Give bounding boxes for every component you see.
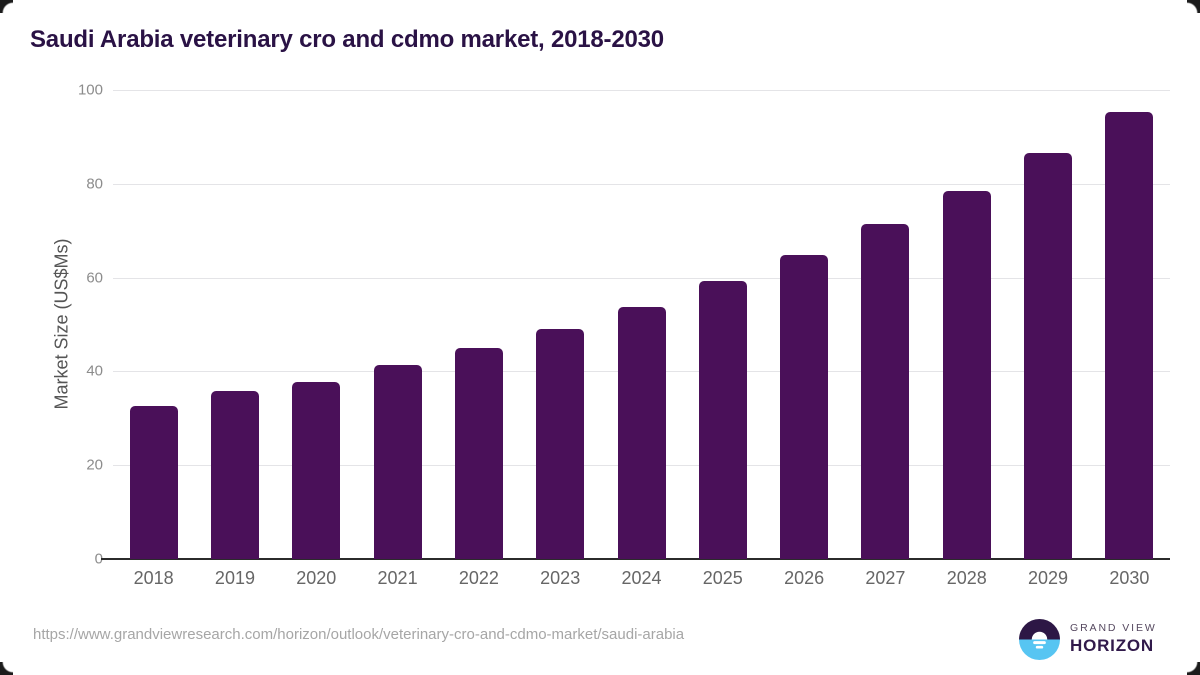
bar-2026 <box>780 254 829 559</box>
rounded-corner-artifact <box>0 0 13 13</box>
bar-2025 <box>698 281 747 559</box>
x-tick-label-2029: 2029 <box>1028 568 1069 588</box>
bar-2018 <box>129 405 178 559</box>
x-tick-label-2028: 2028 <box>946 568 987 588</box>
x-tick-label-2025: 2025 <box>702 568 743 588</box>
x-tick-label-2026: 2026 <box>784 568 825 588</box>
y-tick-label-60: 60 <box>86 269 103 287</box>
bar-2029 <box>1024 153 1073 559</box>
x-tick-label-2021: 2021 <box>377 568 418 588</box>
grand-view-horizon-logo: GRAND VIEW HORIZON <box>1019 618 1157 660</box>
bar-2022 <box>454 348 503 559</box>
x-tick-label-2018: 2018 <box>133 568 174 588</box>
logo-line-grand-view: GRAND VIEW <box>1070 622 1157 634</box>
bar-2020 <box>292 382 341 559</box>
x-tick-label-2027: 2027 <box>865 568 906 588</box>
gridline-80 <box>113 183 1170 185</box>
x-tick-label-2020: 2020 <box>296 568 337 588</box>
logo-wordmark: GRAND VIEW HORIZON <box>1070 622 1157 656</box>
x-tick-label-2019: 2019 <box>214 568 255 588</box>
y-tick-label-40: 40 <box>86 362 103 380</box>
y-tick-label-0: 0 <box>94 550 103 568</box>
bar-2027 <box>861 223 910 559</box>
gridline-60 <box>113 277 1170 279</box>
rounded-corner-artifact <box>0 662 13 675</box>
bar-2028 <box>942 190 991 559</box>
logo-line-horizon: HORIZON <box>1070 636 1154 655</box>
y-axis-title: Market Size (US$Ms) <box>51 238 72 410</box>
x-tick-label-2022: 2022 <box>458 568 499 588</box>
rounded-corner-artifact <box>1187 0 1200 13</box>
bar-2024 <box>617 306 666 559</box>
x-tick-label-2030: 2030 <box>1109 568 1150 588</box>
x-tick-label-2024: 2024 <box>621 568 662 588</box>
bar-2030 <box>1105 111 1154 559</box>
source-url: https://www.grandviewresearch.com/horizo… <box>33 626 685 643</box>
y-tick-label-80: 80 <box>86 175 103 193</box>
gridline-100 <box>113 90 1170 91</box>
x-axis-line <box>101 558 1170 560</box>
horizon-sun-icon <box>1019 618 1060 660</box>
chart-title: Saudi Arabia veterinary cro and cdmo mar… <box>30 26 664 53</box>
bar-2023 <box>536 328 585 559</box>
y-tick-label-100: 100 <box>77 81 103 99</box>
x-tick-label-2023: 2023 <box>540 568 581 588</box>
plot-area: 0 20 40 60 80 100 2018 2019 2020 2021 2022 2023 2024… <box>78 82 1170 588</box>
rounded-corner-artifact <box>1187 662 1200 675</box>
bar-2021 <box>373 365 422 559</box>
y-tick-label-20: 20 <box>86 456 103 474</box>
bar-2019 <box>210 391 259 559</box>
